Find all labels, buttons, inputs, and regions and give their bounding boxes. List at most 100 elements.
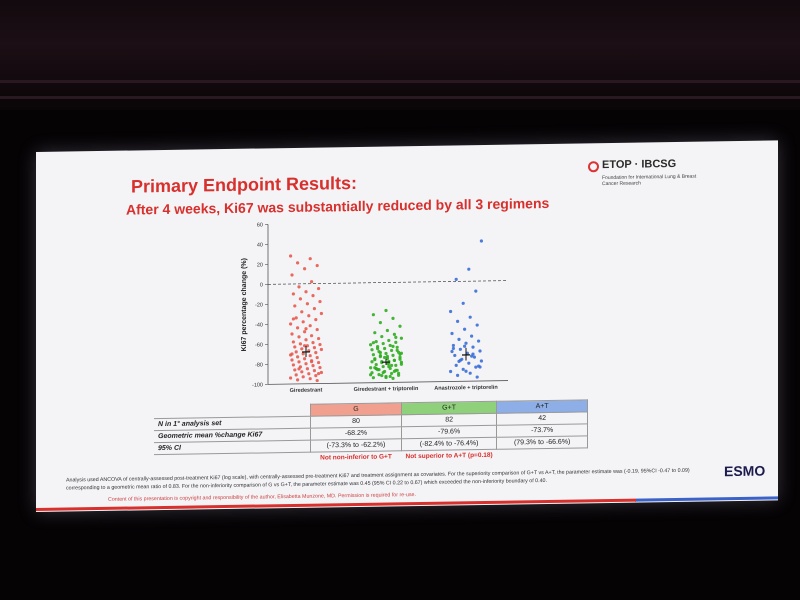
data-point — [290, 352, 294, 356]
data-point — [391, 353, 395, 357]
data-point — [378, 353, 382, 358]
data-point — [304, 362, 308, 366]
data-point — [315, 355, 319, 360]
data-point — [310, 334, 314, 338]
data-point — [294, 350, 298, 354]
data-point — [464, 341, 468, 345]
data-point — [381, 370, 385, 375]
data-point — [311, 294, 315, 298]
data-point — [374, 363, 378, 367]
data-point — [383, 355, 387, 360]
data-point — [479, 359, 483, 363]
venue-ceiling — [0, 0, 800, 110]
data-point — [391, 316, 395, 320]
data-point — [369, 366, 373, 370]
data-point — [387, 364, 391, 369]
data-point — [370, 348, 374, 352]
data-point — [373, 357, 377, 361]
data-point — [458, 347, 462, 351]
data-point — [479, 239, 483, 243]
data-point — [304, 290, 308, 294]
data-point — [307, 314, 311, 318]
data-point — [289, 254, 293, 258]
data-point — [293, 368, 297, 372]
data-point — [388, 343, 392, 348]
data-point — [392, 358, 396, 362]
data-point — [381, 341, 385, 346]
data-point — [371, 353, 375, 357]
data-point — [390, 371, 394, 376]
logo-subtitle: Foundation for International Lung & Brea… — [602, 173, 697, 188]
data-point — [311, 341, 315, 345]
data-point — [303, 357, 307, 361]
data-point — [301, 352, 305, 356]
data-point — [300, 370, 304, 374]
data-point — [289, 376, 293, 380]
data-point — [464, 369, 468, 373]
data-point — [380, 373, 384, 378]
x-axis — [268, 380, 508, 385]
data-point — [391, 344, 395, 348]
data-point — [374, 367, 378, 371]
data-point — [291, 363, 296, 367]
data-point — [300, 347, 304, 351]
data-point — [369, 373, 373, 377]
data-point — [371, 376, 375, 380]
results-table: G G+T A+T N in 1° analysis set 80 82 42 … — [154, 399, 588, 466]
data-point — [457, 337, 461, 341]
data-point — [399, 336, 403, 340]
data-point — [478, 365, 482, 369]
data-point — [384, 375, 388, 380]
data-point — [297, 335, 301, 339]
zero-reference-line — [268, 280, 508, 285]
etop-ibcsg-logo: ETOP · IBCSG Foundation for Internationa… — [588, 158, 698, 200]
y-tick-label: -100 — [252, 382, 263, 388]
data-point — [470, 334, 474, 338]
y-tick-label: 60 — [257, 222, 263, 228]
data-point — [399, 362, 403, 366]
data-point — [303, 344, 307, 348]
data-point — [474, 289, 478, 293]
data-point — [308, 257, 312, 261]
data-point — [291, 340, 296, 344]
data-point — [383, 346, 387, 351]
data-point — [315, 378, 319, 383]
data-point — [471, 352, 475, 356]
data-point — [301, 320, 305, 324]
verdict-g: Not non-inferior to G+T — [320, 453, 392, 462]
x-category-label: Giredestrant — [290, 387, 323, 394]
data-point — [377, 368, 381, 372]
y-axis-label: Ki67 percentage change (%) — [241, 258, 248, 351]
data-point — [293, 304, 297, 308]
ceiling-truss — [0, 96, 800, 99]
data-point — [373, 331, 377, 335]
data-point — [305, 302, 310, 306]
data-point — [390, 348, 394, 353]
data-point — [310, 280, 314, 284]
data-point — [296, 378, 300, 382]
y-tick-label: -40 — [255, 322, 263, 328]
footer-rule-blue — [636, 496, 778, 502]
logo-circle-icon — [588, 161, 599, 173]
data-point — [395, 345, 399, 349]
data-point — [297, 360, 301, 364]
data-point — [456, 373, 460, 377]
data-point — [449, 309, 453, 314]
copyright-notice: Content of this presentation is copyrigh… — [108, 492, 416, 503]
data-point — [300, 310, 304, 314]
data-point — [304, 327, 308, 331]
data-point — [394, 363, 398, 367]
data-point — [317, 286, 321, 291]
data-point — [317, 371, 321, 376]
data-point — [305, 344, 310, 348]
data-point — [453, 353, 457, 358]
data-point — [450, 349, 454, 354]
data-point — [289, 322, 293, 326]
data-point — [319, 311, 324, 316]
data-point — [315, 327, 319, 332]
data-point — [291, 317, 296, 321]
data-point — [384, 308, 388, 313]
data-point — [291, 292, 296, 296]
data-point — [461, 367, 465, 371]
data-point — [395, 348, 399, 352]
